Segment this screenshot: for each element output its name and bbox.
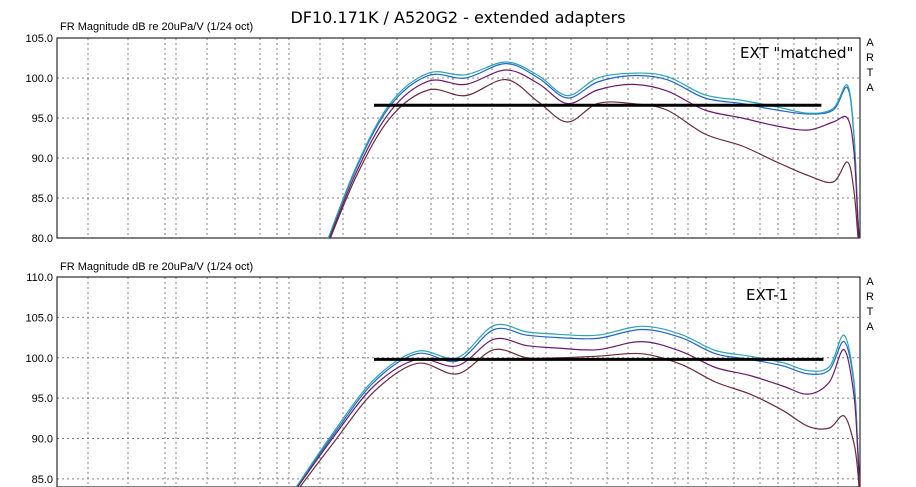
panel-name: EXT "matched" bbox=[740, 44, 853, 62]
side-label-letter: A bbox=[866, 276, 874, 288]
y-tick-label: 85.0 bbox=[32, 474, 53, 486]
y-tick-label: 100.0 bbox=[25, 353, 53, 365]
y-tick-label: 105.0 bbox=[25, 33, 53, 45]
side-label-letter: T bbox=[867, 67, 874, 79]
side-label-letter: R bbox=[866, 291, 874, 303]
y-tick-label: 110.0 bbox=[26, 272, 53, 284]
side-label-letter: T bbox=[867, 306, 874, 318]
series-line-blue bbox=[295, 327, 860, 487]
plot-frame bbox=[56, 276, 861, 487]
y-tick-label: 90.0 bbox=[32, 434, 53, 446]
y-tick-label: 90.0 bbox=[32, 153, 53, 165]
panel-name: EXT-1 bbox=[746, 286, 788, 304]
y-tick-label: 95.0 bbox=[32, 113, 53, 125]
y-axis-label: FR Magnitude dB re 20uPa/V (1/24 oct) bbox=[60, 21, 253, 33]
plot-frame bbox=[56, 37, 861, 239]
series-line-teal bbox=[327, 61, 860, 238]
y-tick-label: 80.0 bbox=[32, 233, 53, 245]
y-axis-label: FR Magnitude dB re 20uPa/V (1/24 oct) bbox=[60, 261, 253, 273]
series-line-blue bbox=[327, 62, 860, 238]
y-tick-label: 100.0 bbox=[25, 73, 53, 85]
side-label-letter: R bbox=[866, 52, 874, 64]
page-title: DF10.171K / A520G2 - extended adapters bbox=[290, 8, 626, 27]
series-line-maroon bbox=[299, 348, 860, 487]
y-tick-label: 105.0 bbox=[25, 312, 53, 324]
y-tick-label: 85.0 bbox=[32, 193, 53, 205]
series-line-purple bbox=[328, 69, 860, 238]
side-label-letter: A bbox=[866, 321, 874, 333]
series-line-teal bbox=[295, 323, 860, 487]
y-tick-label: 95.0 bbox=[32, 393, 53, 405]
side-label-letter: A bbox=[866, 82, 874, 94]
side-label-letter: A bbox=[866, 37, 874, 49]
